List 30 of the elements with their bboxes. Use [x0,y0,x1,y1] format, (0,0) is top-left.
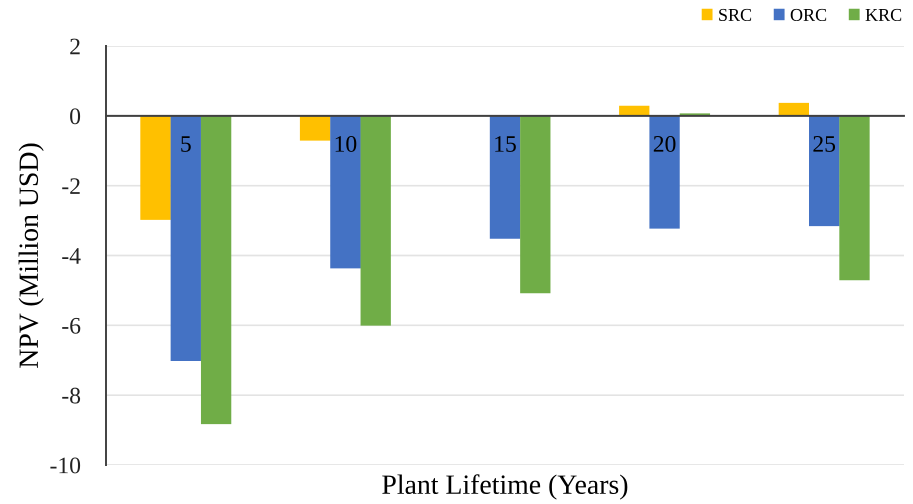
bar [490,116,520,239]
bar [809,116,840,226]
bar [330,116,361,268]
legend-label: SRC [719,8,752,22]
bar [140,116,171,220]
bar [200,116,232,424]
x-tick-label: 15 [495,136,516,152]
y-axis-title: NPV (Million USD) [18,144,44,368]
x-tick-label: 10 [336,136,356,152]
y-tick-label: -2 [62,178,80,194]
y-tick-label: -8 [62,388,80,404]
y-tick-label: -10 [50,457,80,474]
bar [649,116,680,229]
bar [520,116,550,294]
bar [839,116,870,280]
bar [170,116,201,361]
bar [619,106,650,116]
legend-label: KRC [866,8,902,22]
x-axis-title: Plant Lifetime (Years) [382,474,628,500]
x-tick-label: 25 [813,136,836,152]
bar [778,102,810,116]
y-tick-label: -4 [62,248,81,264]
y-tick-label: 2 [70,38,80,54]
y-tick-label: -6 [62,318,80,334]
x-tick-label: 20 [654,136,676,152]
legend-label: ORC [790,8,826,22]
x-tick-label: 5 [181,136,191,152]
y-tick-label: 0 [70,108,80,124]
bar [360,116,391,326]
bar [300,116,330,141]
